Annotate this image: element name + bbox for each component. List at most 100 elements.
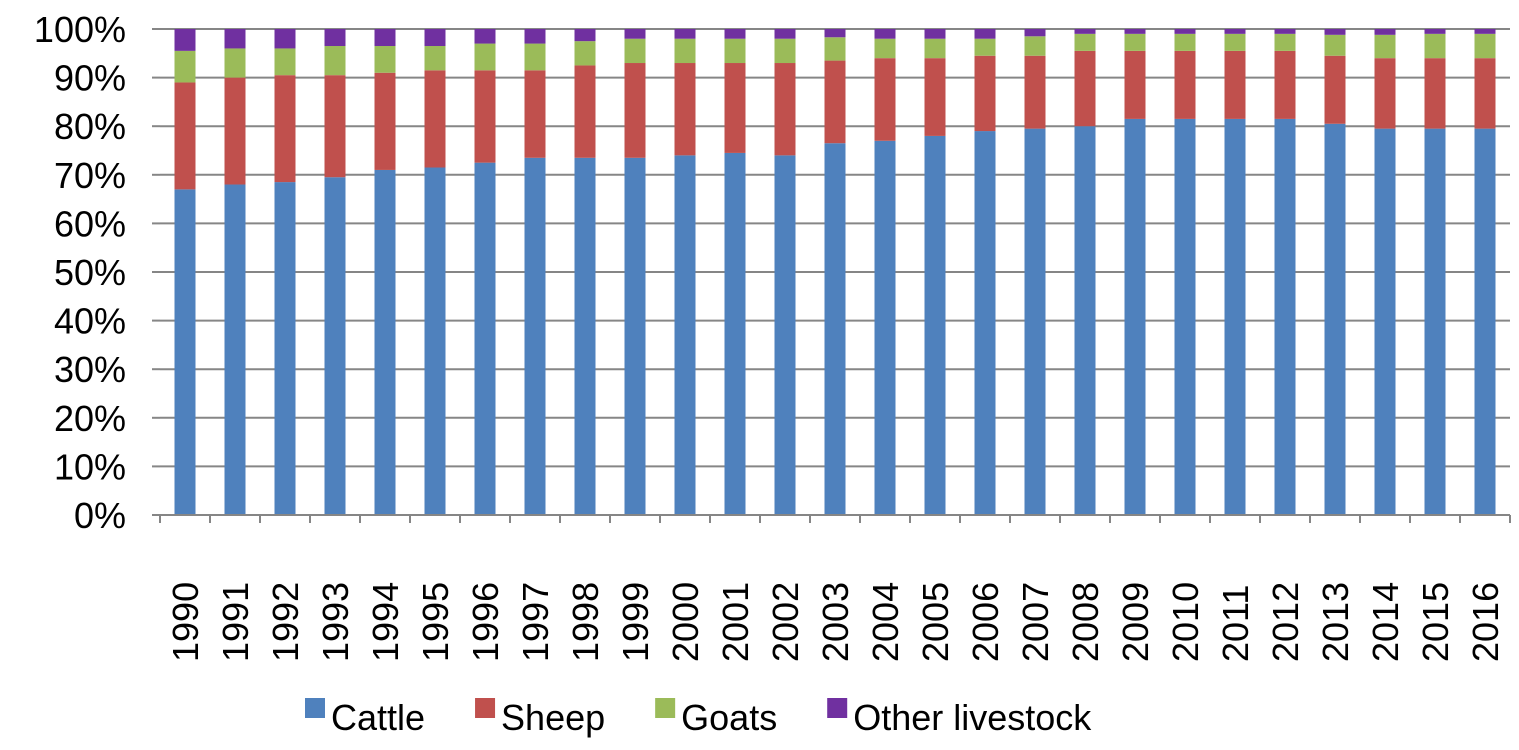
bar-segment-sheep	[624, 63, 646, 158]
x-tick-label: 1996	[465, 582, 506, 662]
bar-segment-cattle	[974, 131, 996, 515]
bar-stack-1996	[474, 29, 496, 515]
bar-segment-cattle	[424, 167, 446, 515]
x-tick-label: 1990	[165, 582, 206, 662]
bar-segment-goats	[474, 43, 496, 71]
bar-segment-other-livestock	[1324, 29, 1346, 35]
bar-segment-other-livestock	[1224, 29, 1246, 34]
bar-stack-2006	[974, 29, 996, 515]
bar-stack-1998	[574, 29, 596, 516]
bar-segment-other-livestock	[424, 29, 446, 47]
bar-segment-sheep	[874, 58, 896, 141]
bar-segment-sheep	[174, 82, 196, 190]
bar-stack-1994	[374, 29, 396, 515]
y-tick-label: 30%	[54, 349, 126, 390]
bar-stack-2010	[1174, 29, 1196, 515]
bar-stack-2011	[1224, 29, 1246, 515]
bar-segment-sheep	[974, 55, 996, 132]
x-tick-label: 2016	[1465, 582, 1506, 662]
legend-item: Cattle	[305, 697, 425, 738]
x-tick-label: 1998	[565, 582, 606, 662]
legend-swatch	[305, 698, 325, 718]
y-tick-label: 80%	[54, 106, 126, 147]
bar-segment-cattle	[874, 140, 896, 515]
x-axis	[159, 514, 1511, 523]
bar-segment-goats	[324, 46, 346, 76]
bar-segment-sheep	[474, 70, 496, 163]
bar-segment-sheep	[1224, 50, 1246, 119]
legend-item: Other livestock	[827, 697, 1092, 738]
bar-segment-cattle	[1124, 118, 1146, 515]
x-tick-label: 1999	[615, 582, 656, 662]
legend-label: Goats	[681, 697, 777, 738]
bar-segment-other-livestock	[224, 29, 246, 49]
x-tick-label: 1993	[315, 582, 356, 662]
bar-segment-other-livestock	[1074, 29, 1096, 34]
bar-segment-other-livestock	[624, 29, 646, 39]
x-tick-label: 2004	[865, 582, 906, 662]
bar-stack-2014	[1374, 29, 1396, 515]
bar-segment-sheep	[1074, 50, 1096, 127]
bar-segment-goats	[274, 48, 296, 76]
x-tick-label: 2000	[665, 582, 706, 662]
x-tick-label: 2010	[1165, 582, 1206, 662]
y-tick-label: 40%	[54, 301, 126, 342]
bar-segment-sheep	[824, 60, 846, 144]
bar-segment-sheep	[274, 75, 296, 183]
bar-segment-sheep	[324, 75, 346, 178]
bar-segment-other-livestock	[1374, 29, 1396, 35]
x-tick-label: 2009	[1115, 582, 1156, 662]
bar-segment-sheep	[1174, 50, 1196, 119]
bar-segment-sheep	[1424, 58, 1446, 129]
bar-stack-1993	[324, 29, 346, 516]
bar-stack-1991	[224, 29, 246, 515]
x-tick-label: 2001	[715, 582, 756, 662]
x-tick-label: 2008	[1065, 582, 1106, 662]
bar-segment-goats	[224, 48, 246, 78]
legend-item: Goats	[655, 697, 777, 738]
bar-segment-other-livestock	[774, 29, 796, 39]
bar-segment-cattle	[1224, 118, 1246, 515]
x-axis-tick-labels: 1990 1991 1992 1993 1994 1995 1996 1997 1998 1999…	[165, 582, 1506, 662]
legend-swatch	[655, 698, 676, 718]
bar-segment-other-livestock	[724, 29, 746, 39]
bar-segment-sheep	[1124, 50, 1146, 119]
x-tick-label: 2003	[815, 582, 856, 662]
x-tick-label: 2006	[965, 582, 1006, 662]
bar-segment-other-livestock	[1274, 29, 1296, 34]
bar-segment-cattle	[274, 182, 296, 515]
bar-segment-goats	[424, 46, 446, 71]
bar-segment-goats	[374, 46, 396, 73]
bar-segment-goats	[1474, 33, 1496, 59]
legend-swatch	[475, 698, 496, 718]
y-axis-tick-labels: 0% 10% 20% 30% 40% 50% 60% 70% 80% 90% 100%	[34, 9, 126, 536]
bar-segment-sheep	[1374, 58, 1396, 129]
bar-segment-goats	[824, 37, 846, 61]
bar-stack-2002	[774, 29, 796, 516]
bar-stack-2007	[1024, 29, 1046, 515]
bar-segment-other-livestock	[524, 29, 546, 44]
bar-segment-other-livestock	[1024, 29, 1046, 37]
bar-segment-sheep	[224, 77, 246, 185]
y-tick-label: 70%	[54, 155, 126, 196]
y-tick-label: 60%	[54, 203, 126, 244]
bar-stack-1990	[174, 29, 196, 515]
bar-segment-goats	[974, 38, 996, 56]
bar-segment-cattle	[574, 157, 596, 516]
bar-segment-cattle	[224, 184, 246, 515]
bar-segment-other-livestock	[924, 29, 946, 39]
bar-segment-cattle	[1024, 128, 1046, 515]
bar-stack-2013	[1324, 29, 1346, 516]
bar-segment-goats	[924, 38, 946, 59]
x-tick-label: 2013	[1315, 582, 1356, 662]
bar-stack-2000	[674, 29, 696, 516]
bar-segment-cattle	[1274, 118, 1296, 515]
bar-segment-cattle	[324, 177, 346, 516]
x-tick-label: 2012	[1265, 582, 1306, 662]
bar-segment-cattle	[624, 157, 646, 516]
bar-segment-sheep	[524, 70, 546, 158]
y-tick-label: 100%	[34, 9, 126, 50]
bar-segment-sheep	[424, 70, 446, 168]
bar-segment-sheep	[1024, 55, 1046, 129]
bar-segment-cattle	[1324, 123, 1346, 516]
